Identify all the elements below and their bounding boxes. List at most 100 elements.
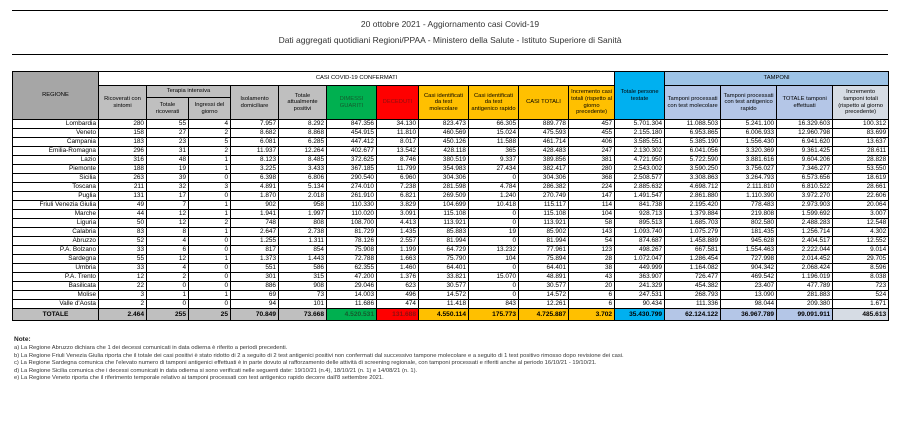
cell-col6: 8.017 bbox=[376, 137, 419, 147]
cell-col6: 1.376 bbox=[376, 272, 419, 282]
cell-col15: 20.064 bbox=[832, 200, 890, 210]
cell-col8: 4.784 bbox=[468, 182, 519, 192]
cell-col7: 380.519 bbox=[418, 155, 469, 165]
cell-col14: 7.346.277 bbox=[776, 164, 834, 174]
cell-col13: 2.111.810 bbox=[720, 182, 778, 192]
table-row: Piemonte 188 19 1 3.225 3.433 367.185 11.799 354… bbox=[12, 164, 890, 174]
cell-col7: 64.729 bbox=[418, 245, 469, 255]
region-name: Abruzzo bbox=[12, 236, 99, 246]
cell-col5: 47.200 bbox=[326, 272, 377, 282]
cell-col6: 2.557 bbox=[376, 236, 419, 246]
cell-col1: 48 bbox=[146, 155, 189, 165]
totale-cell-col14: 99.091.911 bbox=[776, 308, 834, 321]
header-terapia-intensiva: Terapia intensiva bbox=[146, 85, 231, 98]
cell-col8: 10.418 bbox=[468, 200, 519, 210]
cell-col13: 181.435 bbox=[720, 227, 778, 237]
cell-col8: 1.240 bbox=[468, 191, 519, 201]
cell-col6: 7.238 bbox=[376, 182, 419, 192]
cell-col7: 85.883 bbox=[418, 227, 469, 237]
header-tamponi: TAMPONI bbox=[664, 71, 890, 86]
cell-col1: 12 bbox=[146, 209, 189, 219]
totale-label: TOTALE bbox=[12, 308, 99, 321]
region-name: Puglia bbox=[12, 191, 99, 201]
cell-col4: 1.443 bbox=[278, 254, 327, 264]
cell-col10: 381 bbox=[567, 155, 616, 165]
cell-col11: 895.513 bbox=[614, 218, 666, 228]
table-row: P.A. Trento 12 2 0 301 315 47.200 1.376 33.821 15… bbox=[12, 272, 890, 282]
cell-col11: 1.072.047 bbox=[614, 254, 666, 264]
cell-col4: 854 bbox=[278, 245, 327, 255]
cell-col13: 1.556.430 bbox=[720, 137, 778, 147]
cell-col2: 1 bbox=[188, 164, 231, 174]
note-item: e) La Regione Veneto riporta che il rife… bbox=[14, 375, 384, 382]
cell-col9: 12.261 bbox=[518, 299, 569, 309]
cell-col0: 83 bbox=[98, 227, 147, 237]
cell-col3: 886 bbox=[230, 281, 279, 291]
note-item: d) La Regione Sicilia comunica che i dec… bbox=[14, 367, 418, 374]
table-row: Calabria 83 8 1 2.647 2.738 81.729 1.435 85.883 1… bbox=[12, 227, 890, 237]
cell-col8: 0 bbox=[468, 173, 519, 183]
notes-list: a) La Regione Abruzzo dichiara che 1 dei… bbox=[14, 345, 888, 383]
cell-col3: 6.081 bbox=[230, 137, 279, 147]
cell-col6: 13.542 bbox=[376, 146, 419, 156]
cell-col12: 5.722.590 bbox=[664, 155, 722, 165]
cell-col5: 372.625 bbox=[326, 155, 377, 165]
cell-col8: 843 bbox=[468, 299, 519, 309]
cell-col4: 12.264 bbox=[278, 146, 327, 156]
cell-col5: 847.356 bbox=[326, 119, 377, 129]
cell-col8: 365 bbox=[468, 146, 519, 156]
cell-col5: 110.330 bbox=[326, 200, 377, 210]
cell-col13: 5.241.100 bbox=[720, 119, 778, 129]
cell-col2: 0 bbox=[188, 299, 231, 309]
cell-col12: 1.164.082 bbox=[664, 263, 722, 273]
cell-col0: 316 bbox=[98, 155, 147, 165]
cell-col5: 29.046 bbox=[326, 281, 377, 291]
cell-col14: 2.222.044 bbox=[776, 245, 834, 255]
cell-col5: 62.355 bbox=[326, 263, 377, 273]
header-attualmente-positivi: Totale attualmente positivi bbox=[278, 85, 327, 120]
table-row: Valle d'Aosta 2 0 0 94 101 11.686 474 11.418 843 1… bbox=[12, 299, 890, 309]
cell-col8: 9.337 bbox=[468, 155, 519, 165]
note-item: b) La Regione Friuli Venezia Giulia ripo… bbox=[14, 352, 624, 359]
region-name: P.A. Bolzano bbox=[12, 245, 99, 255]
header-ti-totale-ricoverati: Totale ricoverati bbox=[146, 97, 189, 120]
table-row: Sardegna 55 12 1 1.373 1.443 72.788 1.663 75.790… bbox=[12, 254, 890, 264]
cell-col8: 15.070 bbox=[468, 272, 519, 282]
cell-col15: 22.606 bbox=[832, 191, 890, 201]
cell-col4: 8.485 bbox=[278, 155, 327, 165]
cell-col1: 4 bbox=[146, 263, 189, 273]
cell-col3: 8.682 bbox=[230, 128, 279, 138]
cell-col6: 6.821 bbox=[376, 191, 419, 201]
cell-col9: 85.902 bbox=[518, 227, 569, 237]
cell-col15: 29.705 bbox=[832, 254, 890, 264]
cell-col14: 1.599.692 bbox=[776, 209, 834, 219]
cell-col2: 2 bbox=[188, 128, 231, 138]
cell-col15: 12.548 bbox=[832, 218, 890, 228]
cell-col1: 7 bbox=[146, 200, 189, 210]
cell-col14: 2.404.517 bbox=[776, 236, 834, 246]
cell-col5: 81.729 bbox=[326, 227, 377, 237]
cell-col6: 8.746 bbox=[376, 155, 419, 165]
cell-col15: 1.671 bbox=[832, 299, 890, 309]
cell-col3: 3.225 bbox=[230, 164, 279, 174]
cell-col5: 367.185 bbox=[326, 164, 377, 174]
cell-col1: 0 bbox=[146, 299, 189, 309]
header-ricoverati: Ricoverati con sintomi bbox=[98, 85, 147, 120]
cell-col12: 1.685.703 bbox=[664, 218, 722, 228]
cell-col2: 1 bbox=[188, 200, 231, 210]
cell-col15: 4.302 bbox=[832, 227, 890, 237]
totale-cell-col13: 36.967.789 bbox=[720, 308, 778, 321]
cell-col6: 34.130 bbox=[376, 119, 419, 129]
cell-col14: 1.196.019 bbox=[776, 272, 834, 282]
cell-col8: 27.434 bbox=[468, 164, 519, 174]
totale-cell-col4: 73.668 bbox=[278, 308, 327, 321]
cell-col9: 30.577 bbox=[518, 281, 569, 291]
cell-col7: 115.108 bbox=[418, 209, 469, 219]
cell-col8: 0 bbox=[468, 209, 519, 219]
region-name: Marche bbox=[12, 209, 99, 219]
cell-col14: 9.361.425 bbox=[776, 146, 834, 156]
cell-col12: 2.861.880 bbox=[664, 191, 722, 201]
report-header: 20 ottobre 2021 - Aggiornamento casi Cov… bbox=[12, 10, 888, 55]
cell-col1: 19 bbox=[146, 164, 189, 174]
table-row: Sicilia 263 39 0 6.398 6.806 290.540 6.960 304.3… bbox=[12, 173, 890, 183]
